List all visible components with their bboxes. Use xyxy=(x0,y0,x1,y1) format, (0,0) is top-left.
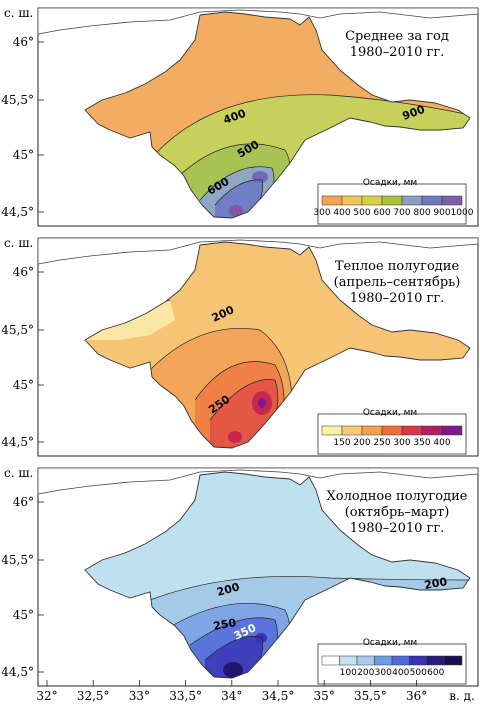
panel-warm: 200 250 Теплое полугодие (апрель–сентябр… xyxy=(37,237,479,457)
latitude-tick-label: 45° xyxy=(13,148,34,162)
legend-label: 350 xyxy=(413,438,430,448)
x-axis-title: в. д. xyxy=(449,689,475,703)
panel-title-line: (октябрь–март) xyxy=(345,505,450,520)
legend-swatch xyxy=(401,425,423,436)
legend-label: 250 xyxy=(373,438,390,448)
legend-swatch xyxy=(421,195,443,206)
legend-label: 400 xyxy=(433,438,450,448)
zone-max-east xyxy=(258,398,266,408)
legend-label: 600 xyxy=(427,668,444,678)
latitude-tick-label: 46° xyxy=(13,35,34,49)
legend-swatch xyxy=(341,425,363,436)
legend: 300 400 500 600 700 800 900 1000 xyxy=(313,183,474,225)
latitude-tick-label: 45,5° xyxy=(1,553,34,567)
panel-annual: 400 500 600 900 Среднее за год 1980–2010… xyxy=(37,7,479,227)
legend-label: 1000 xyxy=(451,208,474,218)
legend-label: 200 xyxy=(353,438,370,448)
latitude-tick-label: 44,5° xyxy=(1,665,34,679)
mainland-coast xyxy=(37,467,479,495)
y-axis-title: с. ш. xyxy=(4,466,33,480)
legend-swatch xyxy=(441,195,463,206)
latitude-tick-label: 46° xyxy=(13,265,34,279)
legend-label: 400 xyxy=(392,668,409,678)
panel-title-line: 1980–2010 гг. xyxy=(350,291,445,306)
latitude-tick-label: 45° xyxy=(13,608,34,622)
legend-swatch xyxy=(381,195,403,206)
legend-swatch xyxy=(341,195,363,206)
legend-swatch xyxy=(441,425,463,436)
panel-title-line: Среднее за год xyxy=(345,29,449,44)
legend-title: Осадки, мм xyxy=(363,638,417,648)
legend-label: 300 xyxy=(375,668,392,678)
legend-label: 100 xyxy=(340,668,357,678)
y-axis-title: с. ш. xyxy=(4,6,33,20)
legend-label: 900 xyxy=(433,208,450,218)
panel-cold: 200 200 250 350 Холодное полугодие (октя… xyxy=(37,467,479,687)
latitude-tick-label: 45° xyxy=(13,378,34,392)
legend-swatch xyxy=(401,195,423,206)
legend-label: 150 xyxy=(333,438,350,448)
legend-swatch xyxy=(321,425,343,436)
legend-label: 500 xyxy=(353,208,370,218)
legend-swatch xyxy=(361,195,383,206)
panel-title-line: 1980–2010 гг. xyxy=(350,521,445,536)
longitude-tick-label: 32° xyxy=(36,689,57,703)
legend-swatch xyxy=(421,425,443,436)
contour-label: 250 xyxy=(212,616,237,633)
contour-label: 200 xyxy=(215,580,241,599)
mainland-coast xyxy=(37,7,479,35)
longitude-tick-label: 34° xyxy=(221,689,242,703)
legend-swatch xyxy=(444,655,463,666)
latitude-tick-label: 45,5° xyxy=(1,323,34,337)
zone-peak-south xyxy=(228,431,242,443)
legend-swatch xyxy=(391,655,410,666)
legend-swatch xyxy=(381,425,403,436)
longitude-tick-label: 33,5° xyxy=(169,689,202,703)
contour-label: 200 xyxy=(423,575,448,592)
axis-labels: с. ш. 46° 45,5° 45° 44,5° с. ш. 46° 45,5° 45° 44,… xyxy=(1,6,475,703)
longitude-tick-label: 35° xyxy=(314,689,335,703)
legend-swatch xyxy=(361,425,383,436)
latitude-tick-label: 44,5° xyxy=(1,435,34,449)
zone-peak-south xyxy=(223,662,243,678)
longitude-tick-label: 34,5° xyxy=(262,689,295,703)
legend-label: 800 xyxy=(413,208,430,218)
legend-swatch xyxy=(321,655,340,666)
legend: 150 200 250 300 350 400 xyxy=(317,413,467,455)
legend-swatch xyxy=(321,195,343,206)
latitude-tick-label: 45,5° xyxy=(1,93,34,107)
legend-title: Осадки, мм xyxy=(363,408,417,418)
panel-title-line: Теплое полугодие xyxy=(335,259,460,274)
panel-title-line: Холодное полугодие xyxy=(327,489,468,504)
legend-label: 700 xyxy=(393,208,410,218)
latitude-tick-label: 46° xyxy=(13,495,34,509)
legend-swatch xyxy=(409,655,428,666)
mainland-coast xyxy=(37,237,479,265)
y-axis-title: с. ш. xyxy=(4,236,33,250)
legend-swatch xyxy=(356,655,375,666)
longitude-tick-label: 33° xyxy=(129,689,150,703)
legend-label: 500 xyxy=(410,668,427,678)
legend-label: 200 xyxy=(357,668,374,678)
longitude-tick-label: 36° xyxy=(406,689,427,703)
legend-title: Осадки, мм xyxy=(363,178,417,188)
panel-title-line: (апрель–сентябрь) xyxy=(334,275,461,290)
panel-title-line: 1980–2010 гг. xyxy=(350,45,445,60)
legend-label: 300 xyxy=(313,208,330,218)
latitude-tick-label: 44,5° xyxy=(1,205,34,219)
zone-peak-east xyxy=(252,171,268,183)
longitude-tick-label: 35,5° xyxy=(354,689,387,703)
legend-swatch xyxy=(426,655,445,666)
legend-label: 300 xyxy=(393,438,410,448)
legend-label: 600 xyxy=(373,208,390,218)
legend: 100 200 300 400 500 600 xyxy=(317,643,467,685)
longitude-tick-label: 32,5° xyxy=(77,689,110,703)
zone-peak-south xyxy=(229,205,243,217)
legend-swatch xyxy=(339,655,358,666)
legend-label: 400 xyxy=(333,208,350,218)
legend-swatch xyxy=(374,655,393,666)
